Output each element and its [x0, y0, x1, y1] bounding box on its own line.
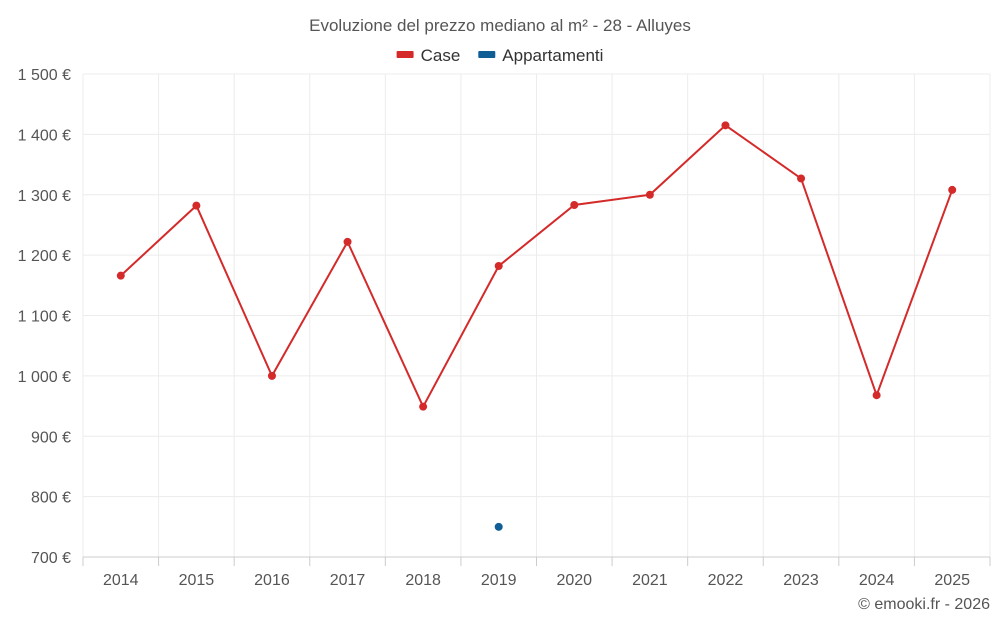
chart-title: Evoluzione del prezzo mediano al m² - 28… [309, 16, 691, 35]
x-tick-label: 2024 [859, 572, 895, 589]
x-tick-label: 2022 [708, 572, 744, 589]
data-point-case [116, 271, 125, 280]
grid [82, 73, 991, 557]
x-tick-label: 2023 [783, 572, 819, 589]
legend-swatch-case [396, 51, 414, 58]
y-tick-label: 1 300 € [18, 188, 71, 205]
data-point-case [192, 201, 201, 210]
data-point-case [948, 185, 957, 194]
data-point-case [721, 121, 730, 130]
y-tick-label: 1 000 € [18, 369, 71, 386]
data-point-appartamenti [494, 522, 503, 531]
legend-swatch-appartamenti [478, 51, 496, 58]
data-point-case [570, 201, 579, 210]
x-tick-label: 2015 [179, 572, 215, 589]
x-axis: 2014 2015 2016 2017 2018 2019 2020 2021 2022 2023… [82, 556, 991, 589]
x-tick-label: 2025 [934, 572, 970, 589]
data-point-case [419, 402, 428, 411]
y-tick-label: 700 € [31, 550, 71, 567]
x-tick-label: 2018 [405, 572, 441, 589]
data-point-case [494, 261, 503, 270]
y-tick-label: 900 € [31, 429, 71, 446]
legend: Case Appartamenti [396, 46, 603, 65]
y-tick-label: 1 400 € [18, 127, 71, 144]
x-tick-label: 2019 [481, 572, 517, 589]
x-tick-label: 2020 [556, 572, 592, 589]
data-point-case [872, 391, 881, 400]
y-tick-label: 1 500 € [18, 67, 71, 84]
x-tick-label: 2016 [254, 572, 290, 589]
y-tick-label: 1 100 € [18, 309, 71, 326]
series-line-case [120, 124, 954, 409]
data-point-case [267, 371, 276, 380]
x-tick-label: 2021 [632, 572, 668, 589]
y-tick-label: 800 € [31, 490, 71, 507]
plot-area [116, 121, 957, 531]
legend-label-appartamenti: Appartamenti [502, 46, 603, 65]
x-tick-label: 2017 [330, 572, 366, 589]
data-point-case [645, 190, 654, 199]
y-axis: 700 € 800 € 900 € 1 000 € 1 100 € 1 200 € 1 30… [18, 67, 71, 567]
data-point-case [797, 174, 806, 183]
x-tick-label: 2014 [103, 572, 139, 589]
data-point-case [343, 237, 352, 246]
legend-label-case: Case [421, 46, 461, 65]
credit: © emooki.fr - 2026 [858, 596, 990, 613]
y-tick-label: 1 200 € [18, 248, 71, 265]
